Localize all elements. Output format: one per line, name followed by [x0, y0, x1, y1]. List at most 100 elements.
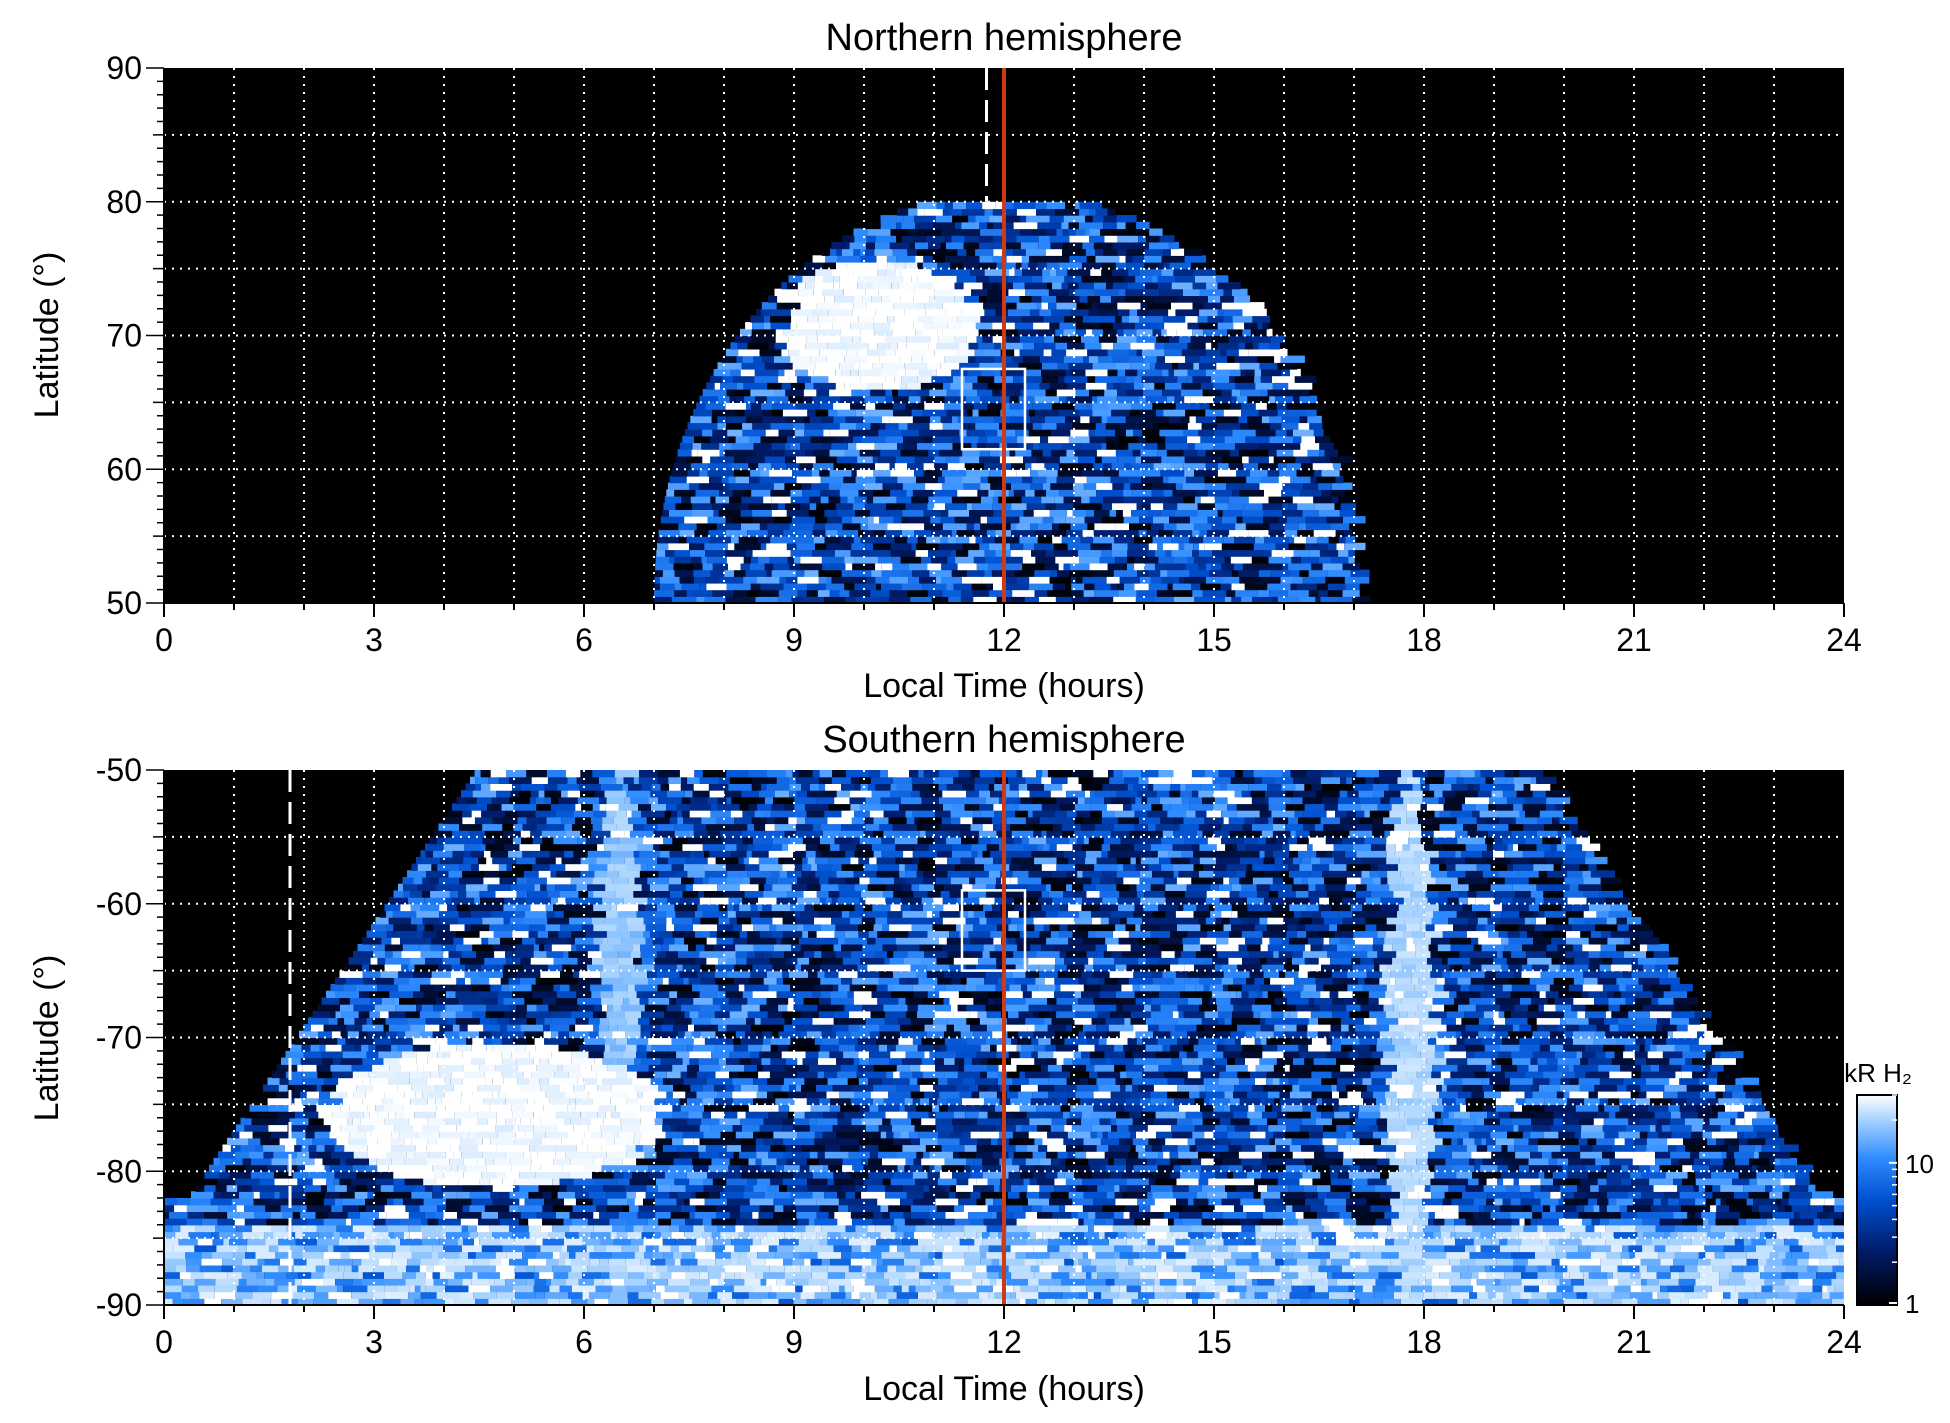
heatmap-cell: [1268, 455, 1274, 464]
heatmap-cell: [837, 1191, 846, 1199]
heatmap-cell: [858, 529, 864, 537]
heatmap-cell: [1326, 1258, 1332, 1266]
heatmap-cell: [1296, 1258, 1321, 1266]
heatmap-cell: [1020, 335, 1045, 343]
heatmap-cell: [1260, 1244, 1282, 1253]
heatmap-cell: [1723, 1291, 1731, 1299]
heatmap-cell: [1025, 1298, 1037, 1305]
heatmap-cell: [760, 1164, 776, 1172]
heatmap-cell: [1242, 562, 1261, 571]
heatmap-cell: [369, 1251, 393, 1259]
heatmap-cell: [934, 1164, 942, 1172]
heatmap-cell: [703, 1177, 713, 1186]
heatmap-cell: [1179, 1211, 1203, 1219]
heatmap-cell: [1665, 1244, 1681, 1253]
heatmap-cell: [841, 516, 852, 524]
heatmap-cell: [1198, 1177, 1209, 1186]
heatmap-cell: [1055, 328, 1064, 337]
heatmap-cell: [1106, 442, 1129, 450]
heatmap-cell: [992, 255, 1007, 263]
heatmap-cell: [1418, 1164, 1429, 1172]
heatmap-cell: [1318, 1238, 1337, 1246]
heatmap-cell: [1139, 1204, 1151, 1212]
heatmap-cell: [1637, 1298, 1659, 1305]
heatmap-cell: [1102, 1204, 1125, 1212]
heatmap-cell: [1286, 462, 1302, 470]
heatmap-cell: [1221, 389, 1232, 397]
heatmap-cell: [1070, 562, 1090, 571]
heatmap-cell: [1000, 368, 1024, 377]
heatmap-cell: [693, 569, 711, 577]
heatmap-cell: [792, 362, 816, 370]
heatmap-cell: [1159, 429, 1184, 437]
heatmap-cell: [244, 1218, 267, 1226]
heatmap-cell: [1087, 1251, 1096, 1259]
heatmap-cell: [1171, 549, 1193, 557]
heatmap-cell: [496, 1291, 516, 1299]
heatmap-cell: [771, 442, 785, 450]
heatmap-cell: [1766, 1298, 1773, 1305]
heatmap-cell: [915, 328, 923, 337]
heatmap-cell: [530, 1164, 541, 1172]
heatmap-cell: [896, 235, 902, 243]
heatmap-cell: [1269, 422, 1282, 430]
heatmap-cell: [930, 335, 939, 343]
heatmap-cell: [1582, 1218, 1592, 1226]
heatmap-cell: [1056, 475, 1075, 484]
heatmap-cell: [779, 1238, 799, 1246]
heatmap-cell: [958, 1198, 977, 1206]
heatmap-cell: [346, 1218, 352, 1226]
heatmap-cell: [1473, 1198, 1487, 1206]
heatmap-cell: [236, 1284, 258, 1293]
heatmap-cell: [1095, 455, 1102, 464]
heatmap-cell: [735, 475, 750, 484]
heatmap-cell: [1280, 1284, 1292, 1293]
heatmap-cell: [1573, 1191, 1588, 1199]
heatmap-cell: [1052, 282, 1062, 290]
heatmap-cell: [829, 429, 849, 437]
heatmap-cell: [1016, 208, 1036, 216]
heatmap-cell: [1302, 1278, 1323, 1286]
heatmap-cell: [1679, 1198, 1696, 1206]
heatmap-cell: [1030, 469, 1038, 477]
heatmap-cell: [747, 1218, 759, 1226]
heatmap-cell: [1218, 1244, 1228, 1253]
heatmap-cell: [229, 1238, 248, 1246]
heatmap-cell: [844, 1284, 854, 1293]
heatmap-cell: [1165, 549, 1172, 557]
heatmap-cell: [612, 1284, 627, 1293]
heatmap-cell: [908, 549, 916, 557]
heatmap-cell: [1808, 1258, 1820, 1266]
heatmap-cell: [1522, 1204, 1532, 1212]
heatmap-cell: [881, 569, 901, 577]
heatmap-cell: [1705, 1251, 1715, 1259]
heatmap-cell: [1146, 295, 1154, 303]
heatmap-cell: [1229, 529, 1249, 537]
heatmap-cell: [1138, 529, 1147, 537]
heatmap-cell: [1184, 395, 1191, 403]
heatmap-cell: [1072, 1198, 1094, 1206]
heatmap-cell: [1422, 1251, 1447, 1259]
heatmap-cell: [709, 1278, 718, 1286]
heatmap-cell: [863, 1164, 876, 1172]
heatmap-cell: [683, 1298, 693, 1305]
heatmap-cell: [1354, 1264, 1369, 1273]
heatmap-cell: [1618, 1278, 1642, 1286]
heatmap-cell: [771, 409, 783, 417]
heatmap-cell: [582, 1291, 590, 1299]
heatmap-cell: [1035, 1231, 1043, 1239]
heatmap-cell: [946, 389, 960, 397]
heatmap-cell: [329, 1258, 353, 1266]
heatmap-cell: [784, 442, 791, 450]
heatmap-cell: [1226, 1264, 1250, 1273]
heatmap-cell: [1169, 335, 1180, 343]
heatmap-cell: [1029, 1231, 1036, 1239]
heatmap-cell: [461, 1151, 483, 1159]
heatmap-cell: [867, 522, 888, 531]
heatmap-cell: [1008, 489, 1014, 497]
heatmap-cell: [1211, 1298, 1227, 1305]
heatmap-cell: [1819, 1258, 1840, 1266]
heatmap-cell: [931, 268, 951, 276]
heatmap-cell: [966, 395, 981, 403]
heatmap-cell: [1089, 1164, 1100, 1172]
